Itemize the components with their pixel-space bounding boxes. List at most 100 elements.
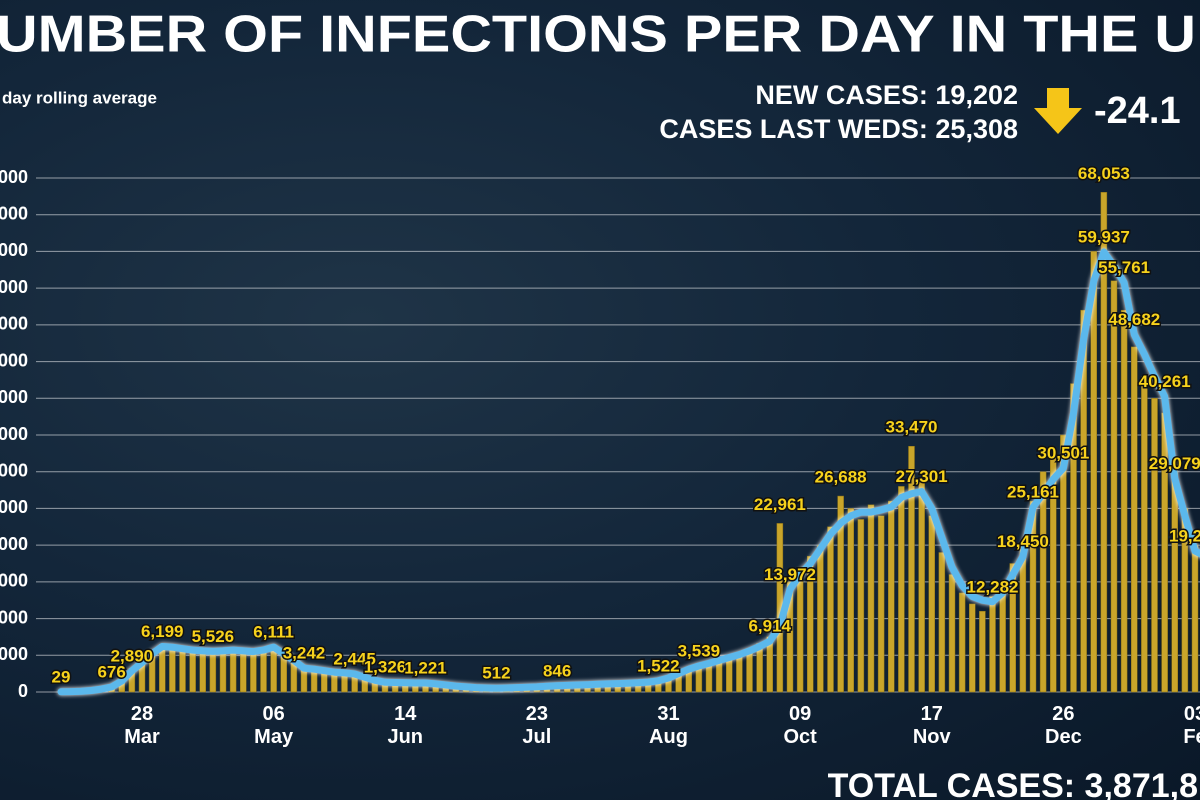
down-arrow-icon <box>1034 88 1082 134</box>
data-label: 846 <box>543 661 571 680</box>
data-label: 2,890 <box>111 646 154 665</box>
data-label: 22,961 <box>754 495 806 514</box>
x-tick-label: 09 Oct <box>783 703 817 748</box>
bar <box>1110 280 1118 693</box>
y-tick-label: 35000 <box>0 424 28 444</box>
x-tick-label: 17 Nov <box>912 703 951 748</box>
bar <box>1141 376 1148 693</box>
data-label: 59,937 <box>1078 227 1130 246</box>
y-tick-label: 65000 <box>0 203 28 223</box>
bar <box>260 648 267 693</box>
data-label: 29,079 <box>1149 454 1200 473</box>
y-tick-label: 5000 <box>0 644 28 664</box>
new-cases: NEW CASES: 19,202 <box>755 80 1018 110</box>
y-tick-label: 10000 <box>0 607 28 627</box>
data-label: 26,688 <box>815 468 867 487</box>
data-label: 676 <box>97 663 125 682</box>
bar <box>857 519 865 693</box>
bar <box>817 544 824 693</box>
bar <box>847 508 854 693</box>
bar <box>1029 500 1037 693</box>
subtitle: day rolling average <box>2 88 157 107</box>
bar <box>1070 383 1077 693</box>
bar <box>958 592 966 693</box>
bar <box>189 648 196 693</box>
data-label: 68,053 <box>1078 164 1130 183</box>
x-tick-label: 26 Dec <box>1045 703 1082 748</box>
bar <box>898 486 905 693</box>
bar <box>209 649 217 693</box>
bar <box>1080 309 1087 693</box>
y-tick-label: 0 <box>18 681 28 701</box>
x-tick-label: 31 Aug <box>649 703 688 748</box>
bar <box>908 445 915 693</box>
bar <box>979 610 986 693</box>
data-label: 18,450 <box>997 532 1049 551</box>
bar <box>989 596 996 693</box>
bar <box>877 515 885 693</box>
bar <box>999 585 1006 693</box>
bar <box>786 581 794 693</box>
y-tick-label: 25000 <box>0 497 28 517</box>
x-tick-label: 14 Jun <box>387 703 424 748</box>
data-label: 33,470 <box>886 418 938 437</box>
data-label: 30,501 <box>1037 444 1089 463</box>
y-tick-label: 50000 <box>0 314 28 334</box>
bar <box>969 603 976 693</box>
data-label: 1,221 <box>404 659 447 678</box>
bar <box>240 652 247 693</box>
y-tick-label: 60000 <box>0 240 28 260</box>
bar <box>199 652 206 693</box>
bar <box>1050 456 1057 693</box>
bar <box>948 574 956 693</box>
data-label: 5,526 <box>192 627 235 646</box>
chart-title: UMBER OF INFECTIONS PER DAY IN THE U <box>0 6 1196 64</box>
data-label: 29 <box>52 667 71 686</box>
data-label: 6,914 <box>748 617 791 636</box>
bar <box>796 566 804 693</box>
bar <box>938 552 946 693</box>
data-label: 512 <box>482 664 510 683</box>
y-tick-label: 20000 <box>0 534 28 554</box>
bar <box>250 649 257 693</box>
data-label: 27,301 <box>896 467 948 486</box>
data-label: 6,111 <box>253 623 294 642</box>
bar <box>229 648 237 693</box>
y-tick-label: 30000 <box>0 460 28 480</box>
data-label: 6,199 <box>141 622 184 641</box>
bar <box>928 515 935 693</box>
data-label: 40,261 <box>1139 372 1191 391</box>
x-tick-label: 28 Mar <box>124 703 160 748</box>
x-tick-label: 23 Jul <box>522 703 552 748</box>
bar <box>867 504 875 693</box>
y-tick-label: 15000 <box>0 571 28 591</box>
bar <box>837 495 844 693</box>
total-cases: TOTAL CASES: 3,871,8 <box>828 767 1198 800</box>
bar <box>1039 471 1047 693</box>
x-tick-label: 06 May <box>254 703 294 748</box>
bar <box>807 555 814 693</box>
bar <box>219 651 227 693</box>
y-tick-label: 40000 <box>0 387 28 407</box>
data-label: 19,202 <box>1169 526 1200 545</box>
y-tick-label: 45000 <box>0 350 28 370</box>
bar <box>1131 346 1138 693</box>
data-label: 25,161 <box>1007 483 1059 502</box>
data-label: 3,242 <box>283 644 326 663</box>
data-label: 55,761 <box>1098 258 1150 277</box>
bar <box>1100 192 1108 693</box>
bar <box>169 645 176 693</box>
data-label: 1,326 <box>364 658 407 677</box>
bar <box>918 478 925 693</box>
bar <box>1060 434 1067 693</box>
bar <box>1151 398 1158 693</box>
rolling-average-line <box>57 248 1200 696</box>
data-label: 2,445 <box>333 650 376 669</box>
bar <box>331 673 338 693</box>
data-label: 3,539 <box>678 641 721 660</box>
bar <box>888 500 895 693</box>
bar <box>827 526 834 693</box>
data-label: 1,522 <box>637 656 680 675</box>
